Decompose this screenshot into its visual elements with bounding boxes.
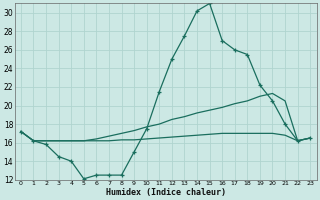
X-axis label: Humidex (Indice chaleur): Humidex (Indice chaleur)	[106, 188, 226, 197]
